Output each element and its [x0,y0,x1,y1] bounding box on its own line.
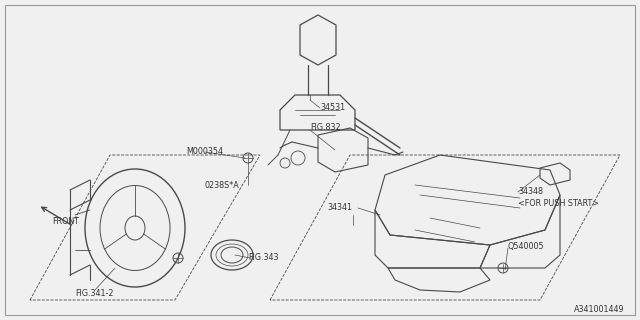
Text: FIG.343: FIG.343 [248,252,278,261]
Text: FRONT: FRONT [52,218,79,227]
Text: FIG.832: FIG.832 [310,124,340,132]
Text: 0238S*A: 0238S*A [205,180,239,189]
Text: 34531: 34531 [320,103,345,113]
Text: Q540005: Q540005 [508,243,545,252]
Text: A341001449: A341001449 [574,306,625,315]
Text: FIG.341-2: FIG.341-2 [76,290,115,299]
Text: 34348: 34348 [518,188,543,196]
Text: M000354: M000354 [186,148,223,156]
Text: <FOR PUSH START>: <FOR PUSH START> [518,199,599,209]
Text: 34341: 34341 [327,204,352,212]
